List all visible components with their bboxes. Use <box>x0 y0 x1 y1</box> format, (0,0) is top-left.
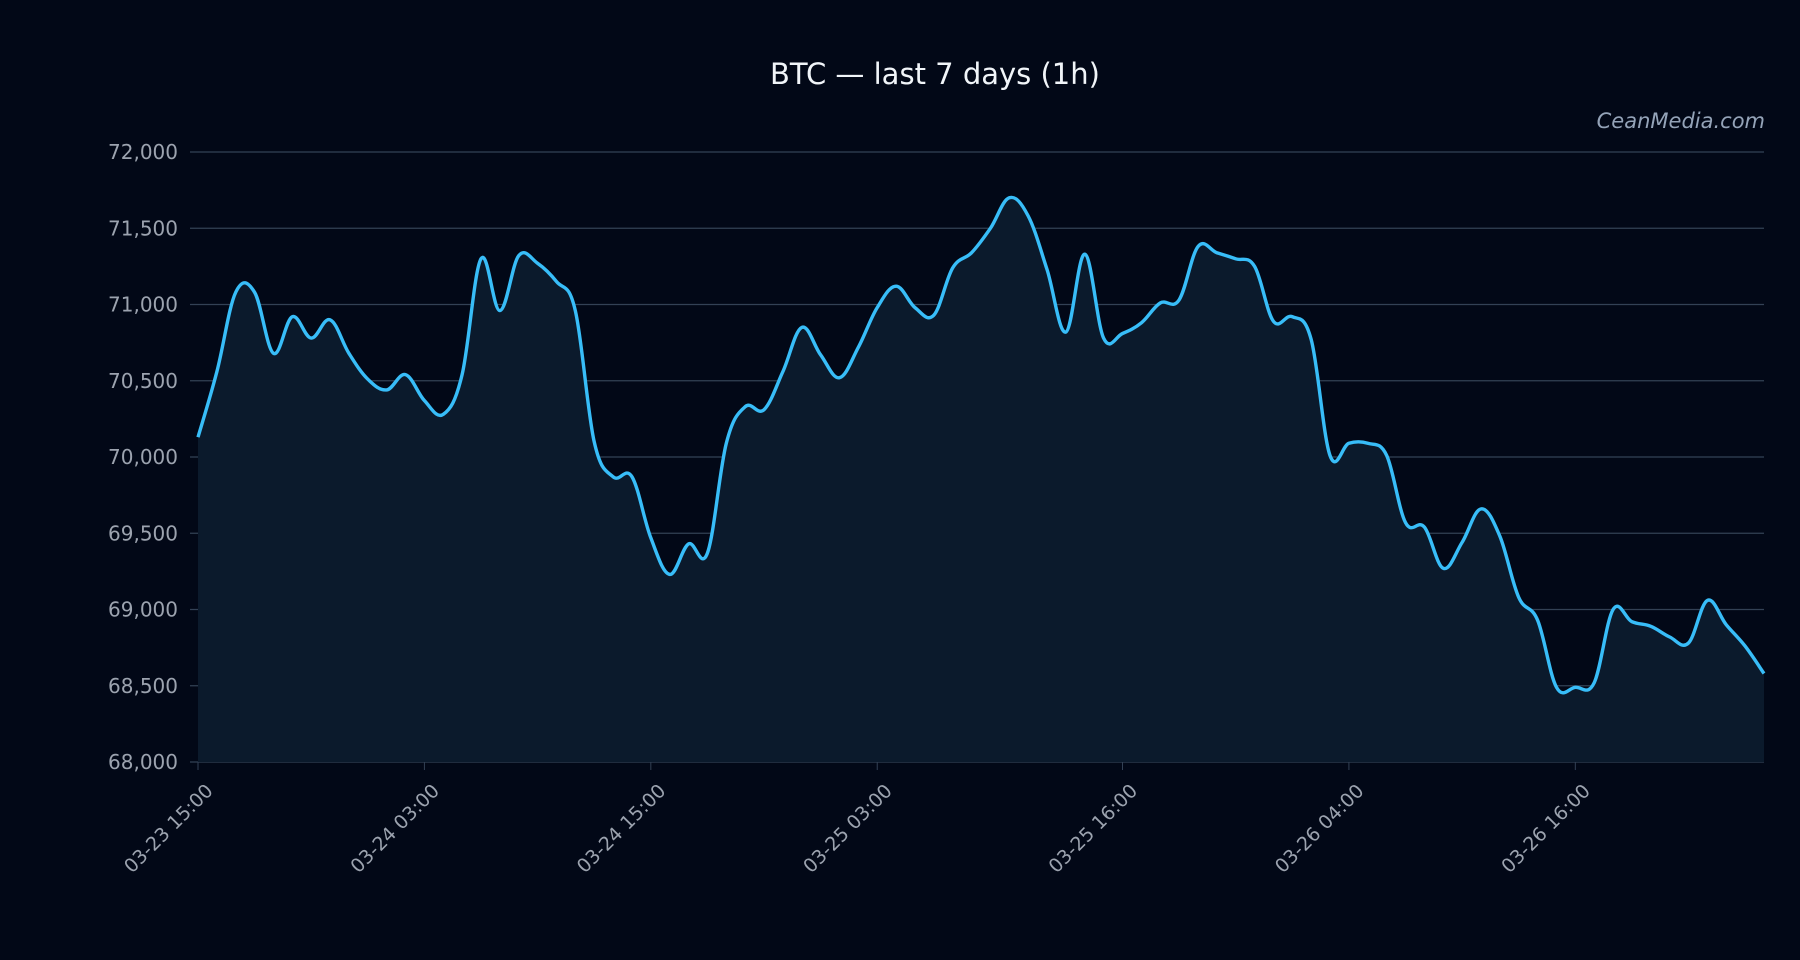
chart-title: BTC — last 7 days (1h) <box>770 57 1100 91</box>
y-tick-label: 68,000 <box>108 750 178 774</box>
price-area-fill <box>198 197 1764 762</box>
price-line <box>196 195 1766 695</box>
y-tick-label: 70,000 <box>108 445 178 469</box>
watermark-text: CeanMedia.com <box>1597 109 1765 133</box>
y-tick-label: 71,000 <box>108 293 178 317</box>
y-tick-label: 68,500 <box>108 674 178 698</box>
y-axis-ticks: 68,000 68,500 69,000 69,500 70,000 70,500 71,0… <box>108 140 178 774</box>
y-tick-label: 69,500 <box>108 521 178 545</box>
y-tick-label: 72,000 <box>108 140 178 164</box>
y-tick-label: 71,500 <box>108 216 178 240</box>
y-tick-label: 70,500 <box>108 369 178 393</box>
y-tick-label: 69,000 <box>108 598 178 622</box>
